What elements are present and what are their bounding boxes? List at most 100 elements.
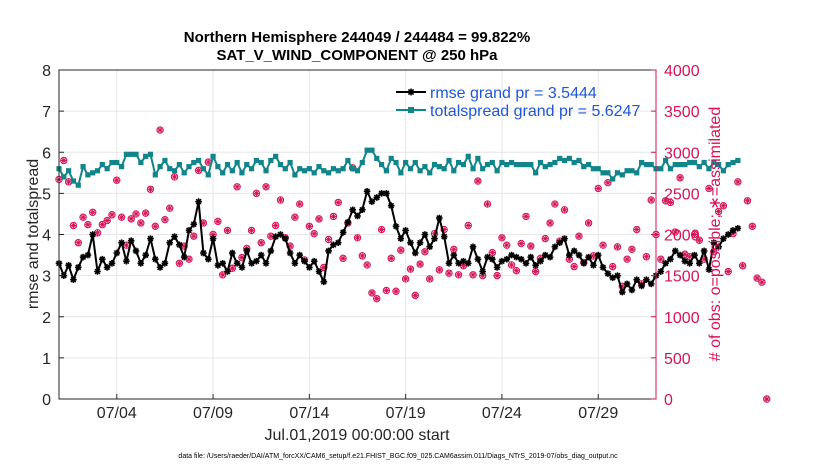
obs-assimilated-point bbox=[75, 239, 82, 246]
right-y-tick-label: 3000 bbox=[664, 145, 700, 162]
obs-possible-point bbox=[604, 178, 612, 187]
series-point-rmse bbox=[84, 251, 92, 259]
series-point-totalspread bbox=[667, 166, 674, 172]
obs-possible-point bbox=[613, 243, 622, 251]
series-point-rmse bbox=[691, 251, 698, 259]
obs-possible-point bbox=[503, 241, 511, 249]
obs-possible-point bbox=[60, 156, 68, 165]
legend: rmse grand pr = 3.5444 totalspread grand… bbox=[396, 85, 640, 120]
series-point-rmse bbox=[127, 237, 135, 244]
obs-assimilated-point bbox=[455, 272, 462, 278]
obs-assimilated-point bbox=[422, 248, 428, 255]
series-point-rmse bbox=[373, 194, 381, 201]
obs-assimilated-point bbox=[61, 157, 67, 164]
series-point-totalspread bbox=[66, 168, 72, 174]
series-point-totalspread bbox=[118, 164, 125, 170]
series-point-totalspread bbox=[157, 164, 163, 170]
series-point-rmse bbox=[720, 235, 727, 242]
obs-assimilated-point bbox=[176, 260, 183, 267]
x-axis-ticks: 07/04 07/09 07/14 07/19 07/24 07/29 bbox=[97, 394, 618, 422]
series-point-rmse bbox=[233, 259, 241, 267]
series-point-totalspread bbox=[393, 159, 399, 166]
obs-possible-point bbox=[541, 234, 549, 243]
obs-possible-point bbox=[710, 248, 718, 256]
series-point-totalspread bbox=[167, 166, 173, 172]
obs-possible-point bbox=[454, 271, 463, 279]
series-point-totalspread bbox=[600, 170, 606, 176]
series-point-rmse bbox=[440, 233, 448, 240]
right-y-tick-label: 500 bbox=[664, 351, 691, 368]
legend-label-totalspread: totalspread grand pr = 5.6247 bbox=[430, 103, 640, 120]
obs-possible-point bbox=[657, 255, 665, 263]
series-point-rmse bbox=[161, 259, 169, 267]
series-point-rmse bbox=[488, 255, 496, 263]
series-point-totalspread bbox=[171, 168, 178, 174]
series-point-rmse bbox=[296, 251, 304, 259]
series-point-rmse bbox=[291, 259, 299, 267]
obs-assimilated-point bbox=[229, 265, 236, 272]
obs-possible-point bbox=[257, 239, 265, 247]
obs-assimilated-point bbox=[735, 179, 741, 185]
series-point-rmse bbox=[132, 247, 140, 255]
obs-assimilated-point bbox=[532, 268, 539, 275]
series-point-totalspread bbox=[638, 159, 645, 166]
series-point-rmse bbox=[301, 257, 308, 265]
obs-possible-point bbox=[113, 176, 121, 184]
obs-assimilated-point bbox=[166, 205, 173, 211]
x-tick-label: 07/04 bbox=[97, 405, 137, 422]
series-point-totalspread bbox=[412, 159, 418, 166]
series-layer bbox=[55, 147, 742, 296]
series-point-totalspread bbox=[210, 153, 216, 159]
obs-assimilated-point bbox=[749, 223, 756, 230]
obs-possible-point bbox=[79, 213, 87, 221]
obs-possible-point bbox=[488, 248, 497, 257]
series-point-totalspread bbox=[581, 164, 587, 170]
obs-possible-point bbox=[435, 266, 444, 274]
series-point-rmse bbox=[590, 261, 597, 269]
series-point-rmse bbox=[325, 247, 332, 255]
obs-possible-point bbox=[546, 219, 554, 227]
series-point-rmse bbox=[205, 255, 212, 263]
series-point-rmse bbox=[267, 247, 275, 255]
obs-possible-point bbox=[411, 291, 419, 300]
series-point-rmse bbox=[426, 243, 434, 251]
series-point-totalspread bbox=[576, 157, 582, 164]
obs-possible-point bbox=[252, 189, 261, 198]
obs-assimilated-point bbox=[662, 197, 669, 204]
series-point-rmse bbox=[257, 251, 265, 259]
series-point-totalspread bbox=[610, 176, 616, 182]
series-point-totalspread bbox=[730, 159, 736, 166]
series-point-totalspread bbox=[407, 166, 414, 172]
obs-assimilated-point bbox=[547, 220, 553, 226]
series-point-totalspread bbox=[566, 155, 572, 162]
obs-assimilated-point bbox=[383, 287, 390, 294]
series-point-rmse bbox=[200, 249, 207, 257]
series-point-rmse bbox=[594, 251, 602, 259]
obs-assimilated-point bbox=[503, 242, 510, 248]
series-point-totalspread bbox=[176, 161, 182, 168]
obs-assimilated-point bbox=[643, 253, 650, 260]
right-axis-ticks: 0 500 1000 1500 2000 2500 3000 3500 4000 bbox=[651, 63, 700, 409]
obs-assimilated-point bbox=[162, 216, 168, 223]
series-point-totalspread bbox=[85, 172, 91, 178]
series-point-totalspread bbox=[422, 164, 428, 170]
series-point-totalspread bbox=[330, 166, 337, 172]
series-point-totalspread bbox=[528, 161, 534, 168]
right-y-axis-label: # of obs: o=possible; ∗=assimilated bbox=[707, 107, 724, 361]
obs-assimilated-point bbox=[658, 256, 664, 262]
series-point-rmse bbox=[238, 264, 246, 271]
obs-possible-point bbox=[406, 265, 415, 273]
series-point-totalspread bbox=[677, 161, 683, 168]
obs-possible-point bbox=[758, 278, 766, 286]
series-point-rmse bbox=[243, 247, 251, 255]
obs-assimilated-point bbox=[359, 253, 366, 259]
series-point-totalspread bbox=[350, 166, 356, 172]
series-point-totalspread bbox=[70, 178, 77, 184]
obs-assimilated-point bbox=[412, 292, 419, 299]
series-point-rmse bbox=[219, 259, 226, 267]
series-point-totalspread bbox=[735, 157, 741, 164]
series-point-rmse bbox=[734, 225, 742, 232]
obs-assimilated-point bbox=[253, 190, 260, 197]
series-point-totalspread bbox=[542, 164, 548, 170]
obs-assimilated-point bbox=[292, 214, 298, 221]
